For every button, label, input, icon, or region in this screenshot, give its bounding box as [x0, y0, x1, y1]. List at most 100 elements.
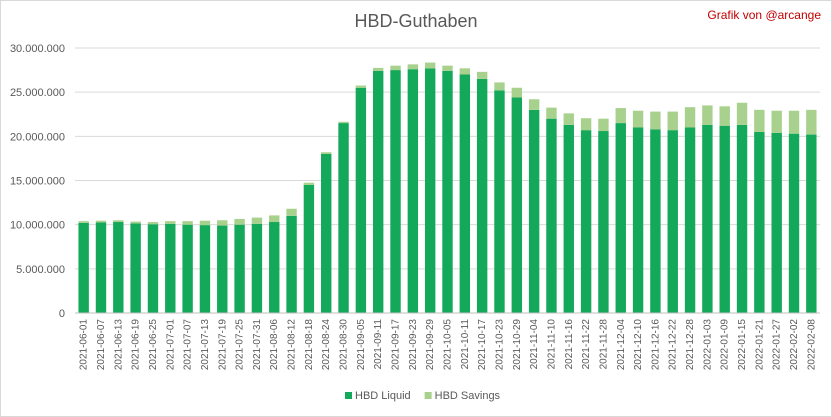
bar-hbd-liquid [303, 184, 315, 313]
bar-hbd-liquid [598, 131, 609, 313]
bar-hbd-liquid [476, 78, 488, 314]
legend-label: HBD Liquid [355, 390, 411, 402]
bar-hbd-savings [407, 64, 419, 70]
bar-hbd-liquid [321, 154, 332, 313]
x-tick-label: 2021-06-19 [131, 319, 142, 371]
x-tick-label: 2021-09-23 [408, 319, 419, 371]
bar-hbd-savings [217, 220, 228, 226]
x-tick-label: 2021-06-25 [148, 319, 159, 371]
bar-hbd-savings [286, 208, 297, 216]
x-tick-label: 2021-08-18 [304, 319, 315, 371]
x-tick-label: 2021-12-22 [668, 319, 679, 371]
bar-hbd-liquid [338, 123, 349, 313]
bar-hbd-savings [528, 99, 540, 110]
bar-hbd-liquid [459, 74, 471, 313]
bar-hbd-savings [719, 106, 730, 126]
bar-hbd-liquid [580, 130, 592, 313]
x-tick-label: 2021-11-10 [546, 319, 557, 370]
bar-hbd-savings [650, 111, 661, 130]
y-tick-label: 25.000.000 [10, 87, 65, 99]
bar-hbd-savings [165, 221, 176, 224]
x-tick-label: 2021-11-28 [598, 319, 609, 370]
bar-hbd-savings [806, 109, 817, 135]
chart-title: HBD-Guthaben [354, 11, 477, 31]
x-tick-label: 2022-02-02 [789, 319, 800, 371]
x-tick-label: 2021-09-29 [425, 319, 436, 371]
x-tick-label: 2022-01-27 [772, 319, 783, 371]
bar-hbd-liquid [182, 224, 193, 313]
x-tick-label: 2022-01-21 [754, 319, 765, 371]
x-tick-label: 2021-07-19 [217, 319, 228, 371]
bar-hbd-liquid [269, 222, 280, 313]
bar-hbd-savings [182, 221, 193, 225]
bar-hbd-savings [598, 118, 609, 132]
bar-hbd-savings [615, 108, 626, 124]
bar-hbd-liquid [373, 70, 384, 313]
bar-hbd-savings [754, 109, 765, 132]
bar-hbd-liquid [684, 127, 696, 313]
bar-hbd-savings [788, 110, 800, 134]
bar-hbd-liquid [511, 97, 522, 313]
x-tick-label: 2021-12-28 [685, 319, 696, 371]
x-tick-label: 2022-01-15 [737, 319, 748, 371]
bar-hbd-liquid [806, 134, 817, 313]
bar-hbd-savings [546, 107, 557, 119]
legend-swatch [345, 392, 352, 399]
x-tick-label: 2021-08-06 [269, 319, 280, 371]
bar-hbd-liquid [494, 90, 505, 314]
y-tick-label: 5.000.000 [16, 264, 65, 276]
bar-hbd-savings [234, 218, 245, 225]
bar-hbd-savings [632, 110, 644, 128]
x-tick-label: 2021-09-11 [373, 319, 384, 370]
x-tick-label: 2021-09-05 [356, 319, 367, 371]
x-tick-label: 2021-07-07 [183, 319, 194, 371]
bar-hbd-savings [563, 113, 574, 125]
x-tick-label: 2021-06-07 [96, 319, 107, 371]
bar-hbd-liquid [424, 68, 436, 313]
bar-hbd-liquid [615, 123, 626, 313]
bar-hbd-savings [459, 68, 471, 75]
legend-swatch [424, 392, 432, 399]
y-tick-label: 20.000.000 [10, 131, 65, 143]
x-tick-label: 2021-11-04 [529, 319, 540, 370]
bar-hbd-liquid [546, 118, 557, 314]
x-tick-label: 2021-10-29 [512, 319, 523, 371]
bar-hbd-liquid [736, 124, 748, 313]
x-tick-label: 2021-08-24 [321, 319, 332, 371]
bar-hbd-savings [494, 82, 505, 91]
bar-hbd-liquid [563, 124, 574, 313]
bar-hbd-savings [338, 121, 349, 124]
bar-hbd-liquid [702, 124, 713, 313]
bar-hbd-liquid [130, 223, 141, 313]
bar-hbd-liquid [771, 132, 782, 313]
x-tick-label: 2021-10-05 [443, 319, 454, 371]
legend: HBD Liquid HBD Savings [345, 390, 501, 402]
bar-hbd-liquid [251, 223, 263, 313]
bar-hbd-savings [771, 110, 782, 133]
bars [78, 62, 817, 314]
y-tick-label: 10.000.000 [10, 220, 65, 232]
bar-hbd-savings [147, 222, 159, 225]
bar-hbd-liquid [286, 215, 297, 313]
bar-hbd-liquid [407, 69, 419, 313]
bar-hbd-savings [269, 215, 280, 223]
bar-hbd-savings [667, 111, 678, 131]
bar-hbd-savings [424, 62, 436, 69]
bar-hbd-savings [321, 152, 332, 154]
bar-hbd-liquid [719, 125, 730, 313]
x-tick-label: 2021-12-16 [650, 319, 661, 371]
bar-hbd-savings [78, 221, 89, 223]
bar-hbd-liquid [390, 70, 401, 313]
y-axis: 0 5.000.000 10.000.000 15.000.000 20.000.000… [10, 43, 65, 320]
bar-hbd-liquid [650, 129, 661, 313]
x-tick-label: 2021-07-31 [252, 319, 263, 371]
y-tick-label: 15.000.000 [10, 176, 65, 188]
x-tick-label: 2021-07-13 [200, 319, 211, 371]
x-tick-label: 2021-07-01 [165, 319, 176, 371]
x-tick-label: 2021-11-22 [581, 319, 592, 370]
bar-hbd-liquid [165, 223, 176, 313]
x-tick-label: 2021-11-16 [564, 319, 575, 370]
bar-hbd-savings [373, 67, 384, 71]
x-axis: 2021-06-01 2021-06-07 2021-06-13 2021-06-19… [75, 312, 820, 371]
